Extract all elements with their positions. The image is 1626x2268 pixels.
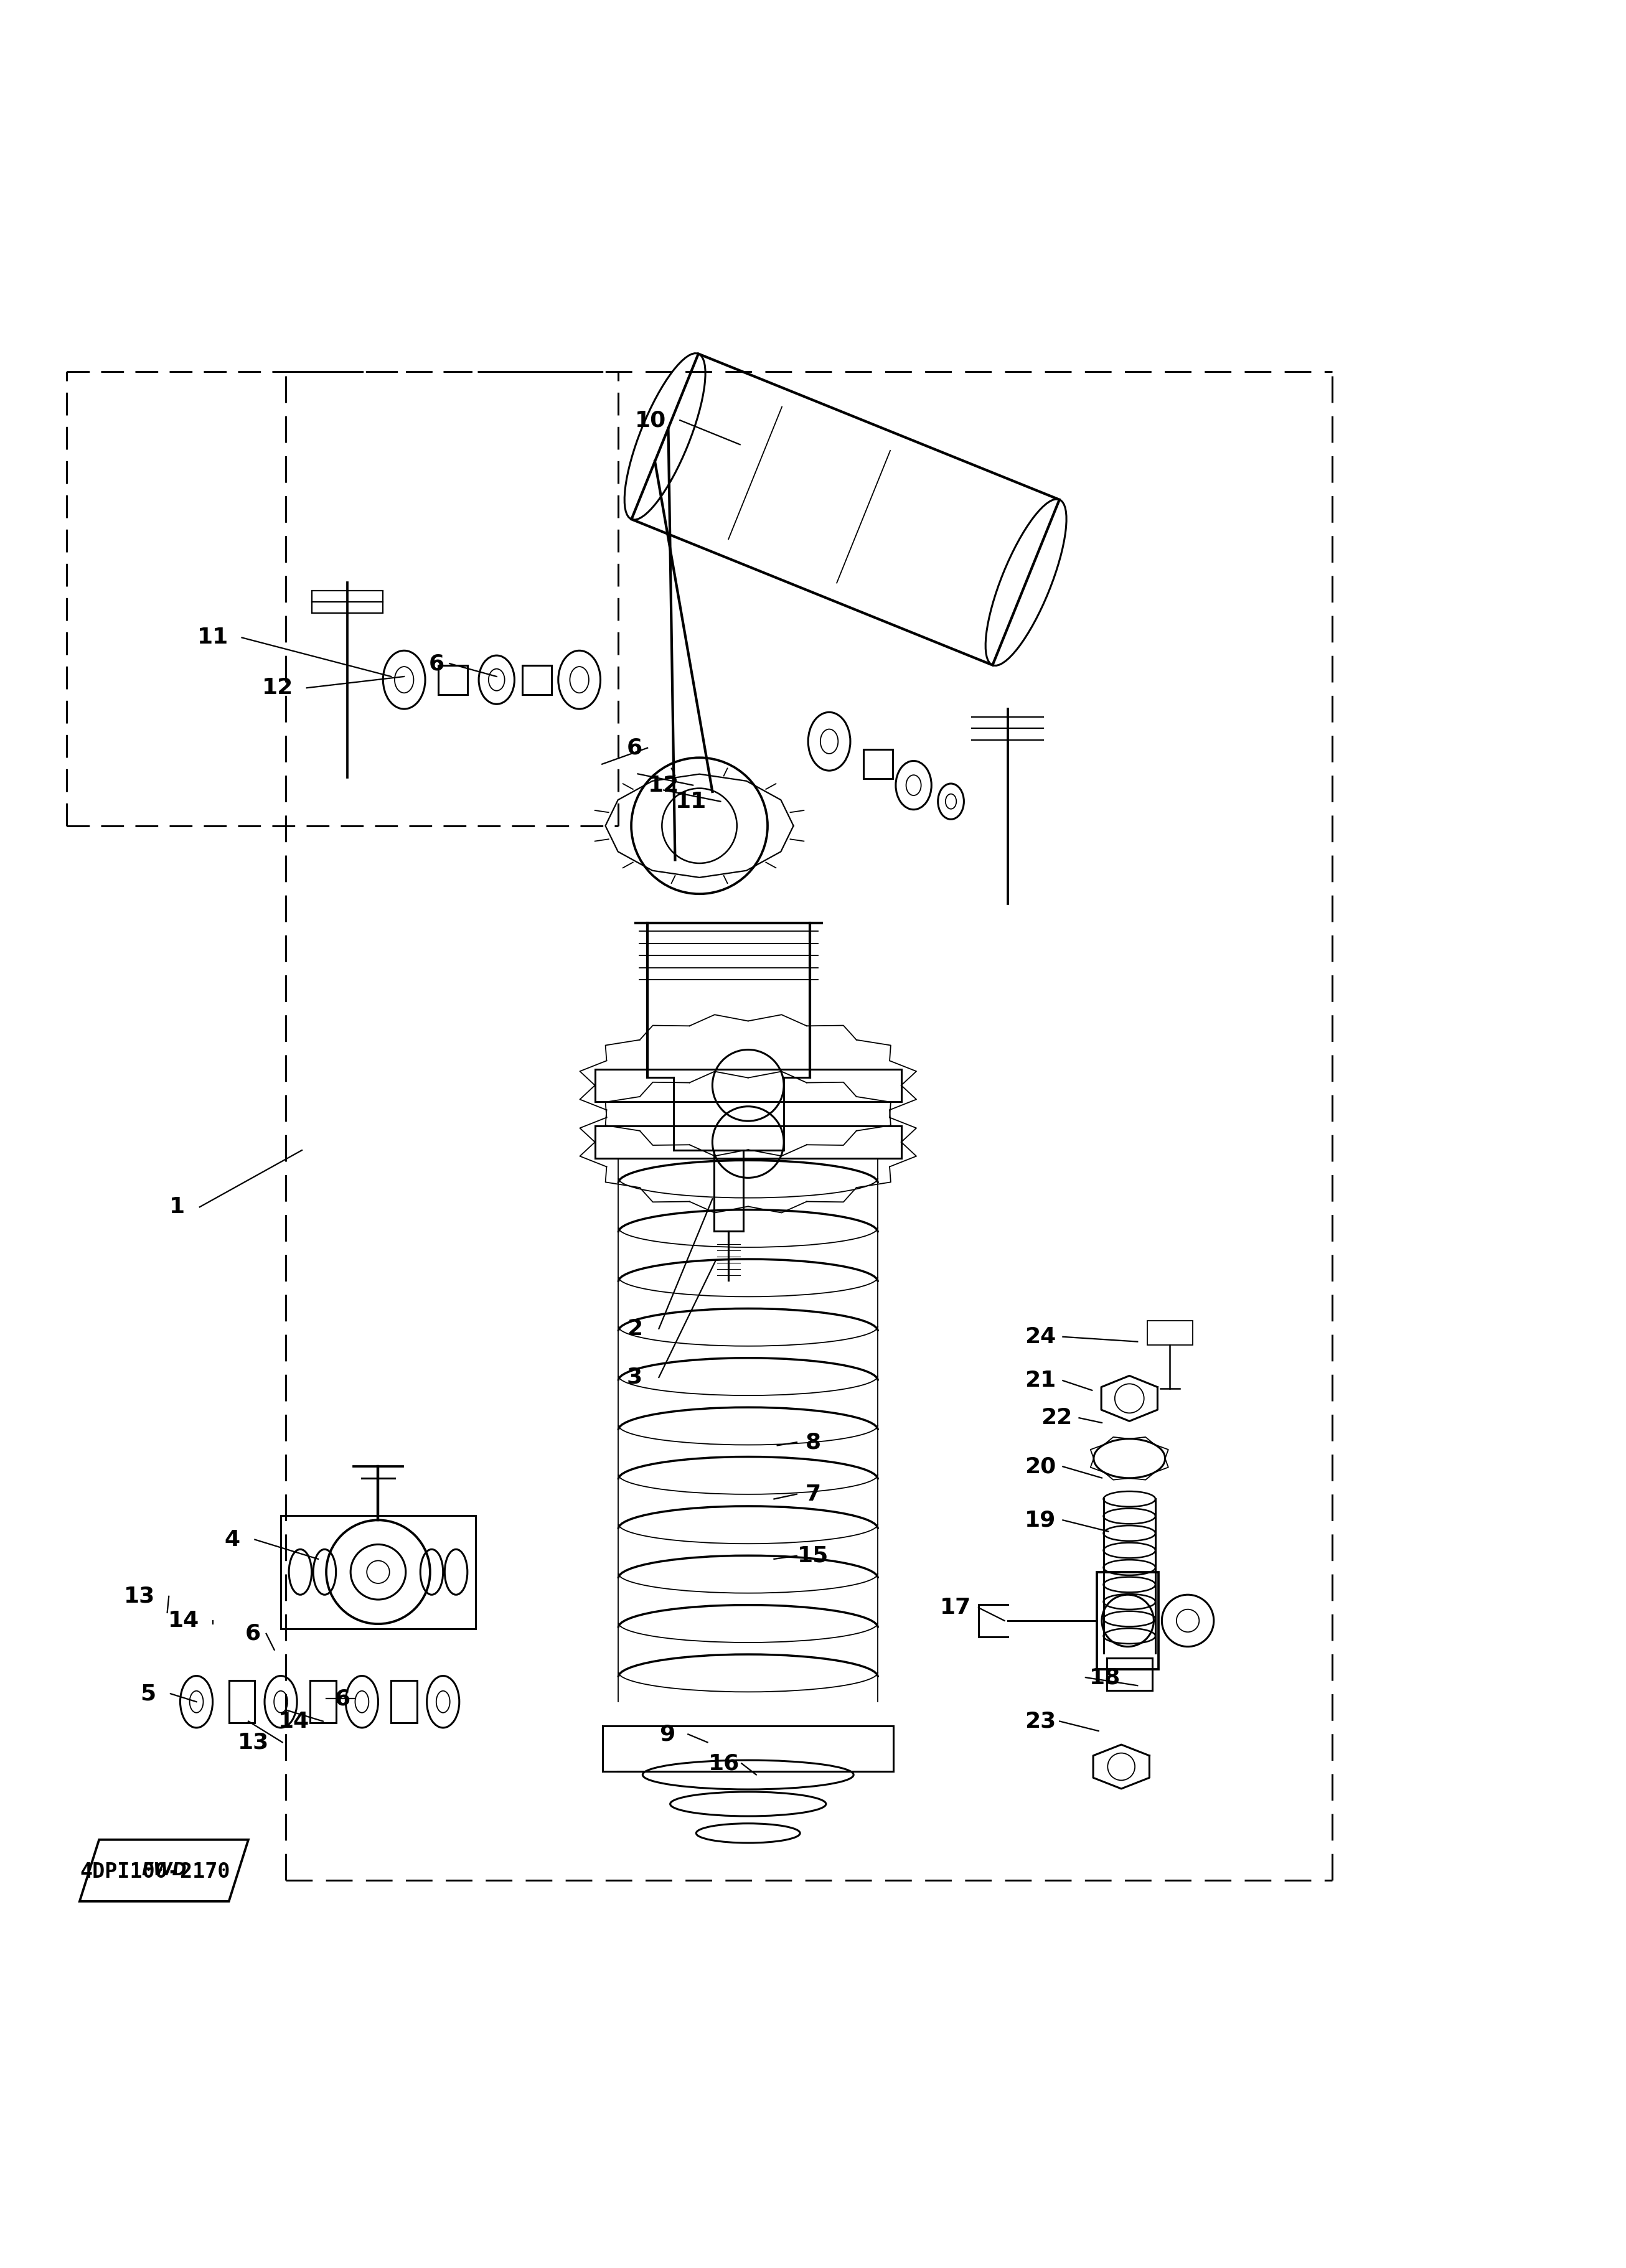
Text: 18: 18 <box>1089 1667 1120 1687</box>
Text: 17: 17 <box>940 1597 971 1619</box>
Text: 10: 10 <box>636 411 667 431</box>
Text: 6: 6 <box>246 1624 262 1644</box>
Text: 12: 12 <box>649 776 680 796</box>
Text: 11: 11 <box>197 626 228 649</box>
Bar <box>603 1726 893 1771</box>
Text: 22: 22 <box>1041 1408 1072 1429</box>
Bar <box>522 665 551 694</box>
Text: 23: 23 <box>1024 1710 1055 1733</box>
Text: 9: 9 <box>659 1724 675 1744</box>
Text: 21: 21 <box>1024 1370 1055 1390</box>
Text: 4: 4 <box>224 1529 241 1549</box>
Text: 6: 6 <box>626 737 642 758</box>
Text: 6: 6 <box>335 1687 350 1710</box>
Text: 1: 1 <box>169 1198 185 1218</box>
Text: 5: 5 <box>140 1683 156 1703</box>
Text: 14: 14 <box>278 1710 309 1733</box>
Bar <box>863 748 893 778</box>
Text: 11: 11 <box>676 792 707 812</box>
Text: 6: 6 <box>429 653 444 674</box>
Text: 15: 15 <box>797 1545 829 1567</box>
Bar <box>595 1125 901 1159</box>
Bar <box>229 1681 255 1724</box>
Bar <box>437 665 467 694</box>
Bar <box>392 1681 418 1724</box>
Text: 20: 20 <box>1024 1456 1055 1476</box>
Text: 2: 2 <box>626 1318 642 1338</box>
Bar <box>1098 1572 1159 1669</box>
Text: 4DPI100-2170: 4DPI100-2170 <box>80 1862 229 1882</box>
Text: 3: 3 <box>626 1368 642 1388</box>
Bar <box>311 1681 337 1724</box>
Text: 7: 7 <box>805 1483 821 1504</box>
Bar <box>595 1068 901 1102</box>
Text: 14: 14 <box>167 1610 198 1631</box>
Text: 13: 13 <box>124 1585 156 1608</box>
Text: 13: 13 <box>237 1733 268 1753</box>
Text: 19: 19 <box>1024 1510 1055 1531</box>
Text: FWD: FWD <box>141 1862 187 1880</box>
Text: 24: 24 <box>1024 1327 1055 1347</box>
Text: 12: 12 <box>262 678 293 699</box>
Text: 16: 16 <box>707 1753 740 1774</box>
Text: 8: 8 <box>805 1431 821 1454</box>
